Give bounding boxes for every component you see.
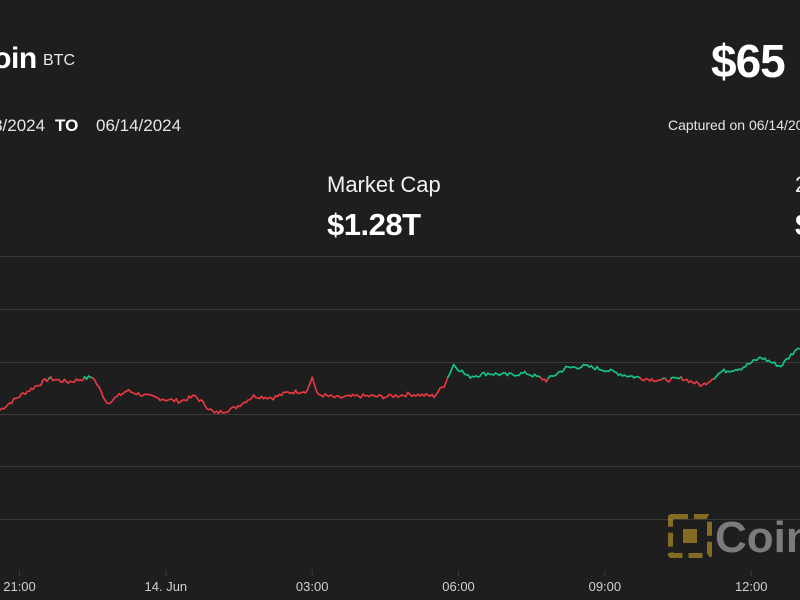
secondary-stat-label: 2 [795, 172, 800, 198]
x-tick-label: 14. Jun [145, 579, 188, 594]
ticker-symbol: BTC [43, 52, 75, 69]
market-cap-label: Market Cap [327, 172, 441, 197]
price-line-segment [448, 368, 453, 375]
x-axis-ticks: 21:00 14. Jun 03:00 06:00 09:00 12:00 [3, 570, 767, 594]
coindesk-logo-icon [668, 514, 712, 558]
price-line-segment [781, 359, 786, 366]
captured-date: Captured on 06/14/2024 [668, 117, 800, 133]
price-line-segment [202, 400, 206, 407]
price-line-segment [313, 384, 318, 394]
date-range-end: 06/14/2024 [96, 116, 182, 135]
price-line-segment [40, 379, 44, 386]
price-line [0, 347, 800, 415]
price-line-segment [94, 379, 98, 386]
date-range-to-label: TO [55, 116, 79, 135]
price-line-segment [788, 353, 792, 360]
price-line-segment [443, 381, 447, 388]
coin-name: Coin [0, 42, 37, 75]
x-tick-label: 09:00 [589, 579, 622, 594]
price-chart: 21:00 14. Jun 03:00 06:00 09:00 12:00 [0, 256, 800, 594]
market-cap-value: $1.28T [327, 207, 421, 242]
price-line-segment [306, 383, 311, 392]
x-tick-label: 12:00 [735, 579, 768, 594]
x-tick-label: 06:00 [442, 579, 475, 594]
price-line-segment [445, 376, 449, 384]
x-tick-label: 03:00 [296, 579, 329, 594]
price-line-segment [186, 395, 190, 402]
secondary-stat-value: $ [795, 207, 800, 243]
price-line-segment [311, 376, 316, 387]
price-line-segment [10, 397, 15, 405]
current-price: $65 [711, 35, 786, 87]
x-tick-label: 21:00 [3, 579, 36, 594]
price-line-segment [100, 390, 104, 398]
chart-gridlines [0, 256, 800, 520]
watermark-text: Coin [715, 513, 800, 562]
date-range-start: 06/13/2024 [0, 116, 46, 135]
